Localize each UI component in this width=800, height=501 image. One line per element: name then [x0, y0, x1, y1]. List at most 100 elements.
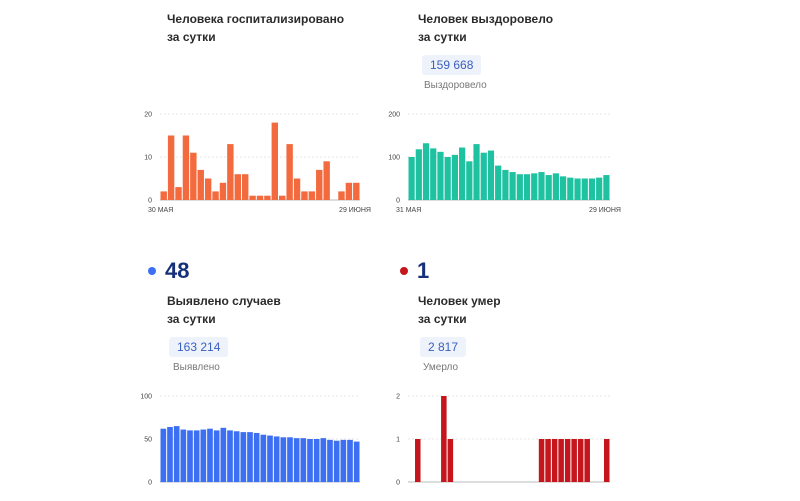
recovered-bar: [444, 157, 451, 200]
deaths-bar: [538, 439, 545, 482]
recovered-total-caption: Выздоровело: [424, 80, 487, 91]
recovered-y-tick-label: 0: [396, 198, 400, 205]
hospitalized-bar: [175, 187, 182, 200]
cases-bar: [307, 439, 313, 482]
hospitalized-x-start-label: 30 МАЯ: [148, 207, 173, 214]
hospitalized-bar: [293, 178, 301, 200]
recovered-chart: 0 100 200 31 МАЯ 29 ИЮНЯ: [388, 112, 621, 215]
hospitalized-bar: [182, 135, 190, 200]
recovered-bar: [415, 149, 422, 200]
hospitalized-bar: [308, 191, 316, 200]
cases-total: 163 214: [169, 337, 229, 357]
hospitalized-y-tick-label: 20: [144, 112, 152, 119]
hospitalized-chart: 0 10 20 30 МАЯ 29 ИЮНЯ: [144, 112, 371, 215]
recovered-bar: [422, 143, 430, 200]
hospitalized-bar: [204, 178, 212, 200]
deaths-total: 2 817: [420, 337, 467, 357]
cases-bar: [180, 429, 187, 482]
hospitalized-y-tick-label: 0: [148, 198, 152, 205]
hospitalized-bar: [219, 182, 227, 200]
cases-bar: [213, 430, 220, 482]
hospitalized-x-end-label: 29 ИЮНЯ: [339, 207, 371, 214]
hospitalized-bar: [241, 174, 249, 200]
cases-bar: [200, 429, 207, 482]
hospitalized-bar: [353, 182, 360, 200]
hospitalized-title-line1: Человека госпитализировано: [167, 12, 345, 26]
cases-bar: [193, 430, 200, 482]
recovered-title-line2: за сутки: [418, 30, 467, 44]
cases-bar: [233, 431, 240, 482]
cases-total-caption: Выявлено: [173, 362, 220, 373]
cases-bar: [333, 440, 340, 482]
hospitalized-bar: [338, 191, 345, 200]
recovered-total: 159 668: [422, 55, 482, 75]
recovered-bar: [538, 172, 545, 200]
hospitalized-bar: [227, 144, 234, 200]
recovered-bar: [480, 152, 487, 200]
cases-bar: [227, 430, 233, 482]
recovered-bar: [495, 165, 502, 200]
cases-bar: [287, 437, 293, 482]
deaths-bar: [577, 439, 584, 482]
recovered-bar: [466, 161, 473, 200]
recovered-bar: [473, 144, 480, 200]
deaths-total-caption: Умерло: [423, 362, 459, 373]
recovered-bar: [581, 178, 588, 200]
recovered-bar: [459, 147, 466, 200]
cases-bar: [327, 439, 333, 482]
recovered-bar: [596, 177, 603, 200]
recovered-bar: [451, 154, 458, 200]
deaths-y-tick-label: 0: [396, 480, 400, 487]
deaths-bar: [603, 439, 610, 482]
recovered-bar: [560, 176, 567, 200]
hospitalized-title-line2: за сутки: [167, 30, 216, 44]
recovered-x-start-label: 31 МАЯ: [396, 207, 421, 214]
hospitalized-bar: [345, 182, 353, 200]
hospitalized-bar: [323, 161, 330, 200]
hospitalized-bar: [316, 169, 323, 200]
deaths-bar: [564, 439, 571, 482]
recovered-bar: [516, 174, 523, 200]
recovered-bar: [603, 175, 610, 200]
cases-bar: [253, 432, 260, 482]
cases-bar: [167, 426, 173, 482]
deaths-y-tick-label: 2: [396, 394, 400, 401]
cases-bar: [160, 428, 167, 482]
cases-bar: [353, 441, 360, 482]
deaths-bar: [545, 439, 551, 482]
deaths-title-line1: Человек умер: [418, 294, 501, 308]
cases-bar: [280, 437, 287, 482]
cases-bar: [187, 430, 193, 482]
hospitalized-bar: [249, 195, 256, 200]
recovered-title-line1: Человек выздоровело: [418, 12, 554, 26]
recovered-bar: [523, 174, 531, 200]
recovered-bar: [574, 178, 581, 200]
recovered-panel: Человек выздоровело за сутки 159 668 Выз…: [388, 0, 800, 240]
deaths-chart: 0 1 2: [396, 394, 610, 487]
hospitalized-bar: [160, 191, 167, 200]
cases-bar: [173, 426, 180, 482]
cases-chart: 0 50 100: [140, 394, 360, 487]
hospitalized-bar: [234, 174, 241, 200]
cases-bar: [347, 439, 353, 482]
hospitalized-bar: [197, 169, 204, 200]
cases-bar: [320, 438, 327, 482]
deaths-big-value-row: 1: [400, 259, 429, 283]
recovered-bar: [502, 169, 509, 200]
recovered-bar: [487, 150, 495, 200]
hospitalized-bar: [212, 191, 219, 200]
cases-bar: [340, 439, 347, 482]
cases-big-value-row: 48: [148, 259, 189, 283]
recovered-bar: [567, 177, 574, 200]
hospitalized-bar: [264, 195, 271, 200]
cases-bar: [260, 434, 267, 482]
cases-bar: [220, 427, 227, 482]
deaths-bar: [571, 439, 577, 482]
recovered-bar: [552, 173, 559, 200]
deaths-bar: [551, 439, 558, 482]
hospitalized-y-tick-label: 10: [144, 155, 152, 162]
cases-y-tick-label: 100: [140, 394, 152, 401]
hospitalized-panel: Человека госпитализировано за сутки 0 10 2…: [0, 0, 400, 240]
cases-bar: [240, 432, 247, 482]
cases-big-value: 48: [165, 258, 190, 283]
